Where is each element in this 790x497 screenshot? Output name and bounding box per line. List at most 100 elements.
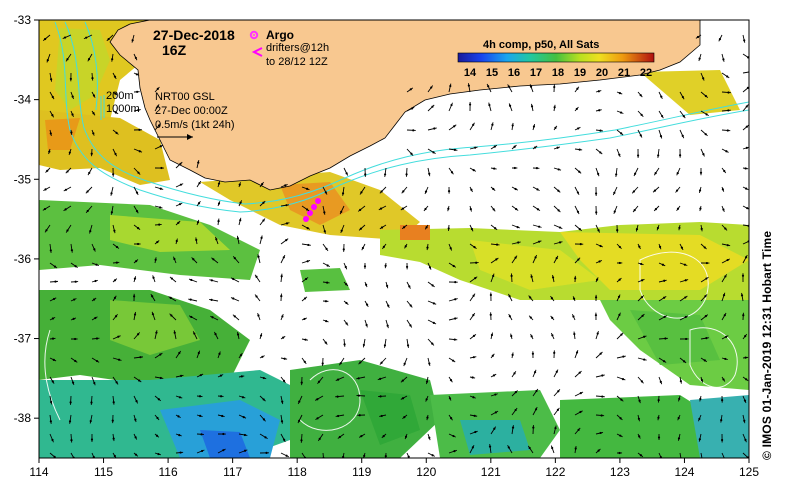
current-arrow-head (66, 170, 68, 172)
current-arrow-head (744, 439, 746, 441)
current-arrow-head (425, 191, 427, 193)
current-arrow-head (551, 334, 553, 336)
current-arrow-head (118, 359, 120, 361)
current-arrow-head (345, 283, 347, 285)
current-arrow (70, 396, 71, 405)
current-arrow-head (677, 172, 679, 174)
current-arrow-head (473, 169, 475, 171)
current-arrow-head (114, 76, 116, 78)
current-arrow-head (74, 338, 76, 340)
current-arrow-head (558, 209, 560, 211)
current-arrow-head (727, 259, 729, 261)
current-arrow-head (94, 280, 96, 282)
x-tick-label: 124 (674, 465, 694, 479)
current-arrow-head (212, 258, 214, 260)
current-arrow-head (492, 355, 494, 357)
current-arrow-head (211, 279, 213, 281)
current-arrow-head (454, 298, 456, 300)
current-arrow-head (234, 257, 236, 259)
current-arrow-head (66, 58, 68, 60)
current-arrow-head (679, 154, 681, 156)
current-arrow-head (337, 415, 339, 417)
current-arrow-head (404, 363, 406, 365)
current-arrow-head (177, 415, 179, 417)
current-arrow-head (200, 433, 202, 435)
current-arrow-head (179, 203, 181, 205)
current-arrow-head (410, 304, 412, 306)
current-arrow-head (379, 395, 381, 397)
current-arrow-head (450, 379, 452, 381)
current-arrow-head (654, 189, 656, 191)
current-arrow-head (134, 278, 136, 280)
current-arrow-head (577, 429, 579, 431)
current-arrow-head (137, 227, 139, 229)
current-arrow-head (190, 279, 192, 281)
current-arrow-head (136, 210, 138, 212)
current-arrow-head (343, 343, 345, 345)
current-arrow-head (323, 211, 325, 213)
current-arrow-head (156, 241, 158, 243)
current-arrow-head (232, 278, 234, 280)
current-arrow-head (156, 435, 158, 437)
current-arrow-head (724, 314, 726, 316)
current-arrow-head (87, 190, 89, 192)
current-arrow-head (664, 316, 666, 318)
current-arrow-head (218, 182, 220, 184)
current-arrow-head (138, 129, 140, 131)
current-arrow-head (473, 246, 475, 248)
current-arrow-head (158, 224, 160, 226)
current-arrow-head (156, 417, 158, 419)
current-arrow-head (619, 262, 621, 264)
current-arrow-head (108, 38, 110, 40)
current-arrow-head (554, 106, 556, 108)
x-tick-label: 120 (416, 465, 436, 479)
current-arrow-head (343, 248, 345, 250)
current-arrow-head (431, 343, 433, 345)
current-arrow-head (599, 129, 601, 131)
current-arrow-head (116, 246, 118, 248)
current-arrow-head (257, 314, 259, 316)
current-arrow-head (725, 150, 727, 152)
current-arrow-head (358, 377, 360, 379)
current-arrow-head (170, 314, 172, 316)
current-arrow-head (454, 317, 456, 319)
current-arrow-head (69, 151, 71, 153)
drifters-label-line2: to 28/12 12Z (266, 56, 328, 68)
current-arrow-head (410, 88, 412, 90)
current-arrow-head (178, 434, 180, 436)
current-arrow-head (601, 414, 603, 416)
current-arrow-head (358, 394, 360, 396)
current-arrow-head (155, 259, 157, 261)
current-arrow-head (663, 360, 665, 362)
current-arrow-head (360, 191, 362, 193)
current-arrow-head (488, 104, 490, 106)
current-arrow-head (664, 337, 666, 339)
current-arrow-head (554, 427, 556, 429)
current-arrow-head (450, 417, 452, 419)
current-arrow-head (95, 264, 97, 266)
current-arrow-head (559, 226, 561, 228)
current-arrow-head (381, 415, 383, 417)
current-arrow-head (115, 132, 117, 134)
current-arrow-head (199, 415, 201, 417)
current-arrow-head (285, 455, 287, 457)
current-arrow-head (425, 226, 427, 228)
x-tick-label: 119 (352, 465, 371, 479)
current-arrow-head (190, 316, 192, 318)
current-arrow-head (699, 398, 701, 400)
current-arrow-head (619, 246, 621, 248)
current-arrow-head (705, 95, 707, 97)
current-arrow-head (340, 211, 342, 213)
current-arrow-head (514, 188, 516, 190)
current-arrow-head (178, 352, 180, 354)
current-arrow-head (699, 189, 701, 191)
current-arrow-head (431, 284, 433, 286)
current-arrow (356, 395, 365, 396)
current-arrow-head (91, 153, 93, 155)
current-arrow-head (515, 409, 517, 411)
current-arrow-head (71, 113, 73, 115)
current-arrow-head (533, 125, 535, 127)
current-arrow-head (139, 356, 141, 358)
current-arrow-head (637, 154, 639, 156)
current-arrow-head (494, 393, 496, 395)
